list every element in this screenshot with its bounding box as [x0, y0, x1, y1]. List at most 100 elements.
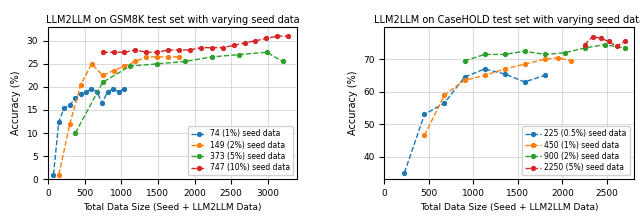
450 (1%) seed data	[500, 68, 508, 70]
2250 (5%) seed data	[581, 43, 589, 46]
747 (10%) seed data	[284, 35, 292, 37]
74 (1%) seed data	[88, 88, 95, 90]
149 (2%) seed data	[55, 173, 63, 176]
450 (1%) seed data	[568, 60, 575, 62]
74 (1%) seed data	[49, 173, 57, 176]
74 (1%) seed data	[55, 120, 63, 123]
747 (10%) seed data	[241, 42, 248, 44]
225 (0.5%) seed data	[420, 113, 428, 116]
149 (2%) seed data	[77, 83, 84, 86]
747 (10%) seed data	[230, 44, 237, 47]
74 (1%) seed data	[109, 88, 117, 90]
450 (1%) seed data	[554, 56, 562, 59]
225 (0.5%) seed data	[481, 68, 488, 70]
74 (1%) seed data	[82, 90, 90, 93]
747 (10%) seed data	[273, 35, 281, 37]
Line: 747 (10%) seed data: 747 (10%) seed data	[101, 34, 290, 54]
225 (0.5%) seed data	[541, 74, 548, 77]
149 (2%) seed data	[120, 65, 128, 67]
900 (2%) seed data	[601, 43, 609, 46]
747 (10%) seed data	[143, 51, 150, 54]
450 (1%) seed data	[461, 79, 468, 82]
747 (10%) seed data	[186, 49, 194, 51]
Legend: 74 (1%) seed data, 149 (2%) seed data, 373 (5%) seed data, 747 (10%) seed data: 74 (1%) seed data, 149 (2%) seed data, 3…	[188, 126, 293, 175]
2250 (5%) seed data	[613, 45, 621, 48]
747 (10%) seed data	[197, 46, 205, 49]
149 (2%) seed data	[143, 56, 150, 58]
900 (2%) seed data	[541, 53, 548, 56]
Y-axis label: Accuracy (%): Accuracy (%)	[348, 71, 358, 135]
747 (10%) seed data	[154, 51, 161, 54]
Legend: 225 (0.5%) seed data, 450 (1%) seed data, 900 (2%) seed data, 2250 (5%) seed dat: 225 (0.5%) seed data, 450 (1%) seed data…	[522, 126, 630, 175]
149 (2%) seed data	[88, 62, 95, 65]
2250 (5%) seed data	[621, 40, 628, 43]
Y-axis label: Accuracy (%): Accuracy (%)	[12, 71, 21, 135]
747 (10%) seed data	[132, 49, 140, 51]
2250 (5%) seed data	[589, 35, 596, 38]
747 (10%) seed data	[252, 39, 259, 42]
900 (2%) seed data	[521, 50, 529, 53]
900 (2%) seed data	[481, 53, 488, 56]
74 (1%) seed data	[104, 90, 111, 93]
Line: 149 (2%) seed data: 149 (2%) seed data	[57, 55, 181, 177]
225 (0.5%) seed data	[521, 81, 529, 83]
74 (1%) seed data	[93, 90, 100, 93]
225 (0.5%) seed data	[500, 73, 508, 75]
450 (1%) seed data	[521, 63, 529, 65]
149 (2%) seed data	[109, 69, 117, 72]
225 (0.5%) seed data	[461, 76, 468, 78]
747 (10%) seed data	[164, 49, 172, 51]
2250 (5%) seed data	[597, 37, 605, 40]
747 (10%) seed data	[175, 49, 183, 51]
74 (1%) seed data	[66, 104, 74, 107]
149 (2%) seed data	[132, 60, 140, 63]
Line: 225 (0.5%) seed data: 225 (0.5%) seed data	[403, 67, 547, 175]
373 (5%) seed data	[278, 60, 286, 63]
373 (5%) seed data	[208, 56, 216, 58]
74 (1%) seed data	[77, 93, 84, 95]
Line: 2250 (5%) seed data: 2250 (5%) seed data	[582, 35, 627, 48]
74 (1%) seed data	[71, 97, 79, 100]
2250 (5%) seed data	[605, 40, 612, 43]
747 (10%) seed data	[99, 51, 107, 54]
450 (1%) seed data	[541, 58, 548, 61]
Title: LLM2LLM on CaseHOLD test set with varying seed data: LLM2LLM on CaseHOLD test set with varyin…	[374, 15, 640, 25]
747 (10%) seed data	[109, 51, 117, 54]
900 (2%) seed data	[461, 60, 468, 62]
149 (2%) seed data	[66, 123, 74, 125]
149 (2%) seed data	[99, 74, 106, 77]
74 (1%) seed data	[120, 88, 128, 90]
225 (0.5%) seed data	[441, 102, 449, 104]
900 (2%) seed data	[621, 47, 628, 49]
450 (1%) seed data	[481, 74, 488, 77]
373 (5%) seed data	[236, 53, 243, 56]
X-axis label: Total Data Size (Seed + LLM2LLM Data): Total Data Size (Seed + LLM2LLM Data)	[83, 203, 262, 213]
747 (10%) seed data	[208, 46, 216, 49]
747 (10%) seed data	[120, 51, 128, 54]
747 (10%) seed data	[219, 46, 227, 49]
149 (2%) seed data	[164, 56, 172, 58]
373 (5%) seed data	[263, 51, 271, 54]
Title: LLM2LLM on GSM8K test set with varying seed data: LLM2LLM on GSM8K test set with varying s…	[46, 15, 300, 25]
450 (1%) seed data	[420, 134, 428, 137]
747 (10%) seed data	[262, 37, 270, 40]
Line: 900 (2%) seed data: 900 (2%) seed data	[463, 43, 627, 63]
74 (1%) seed data	[115, 90, 122, 93]
Line: 373 (5%) seed data: 373 (5%) seed data	[74, 50, 284, 135]
Line: 450 (1%) seed data: 450 (1%) seed data	[422, 56, 573, 137]
74 (1%) seed data	[60, 106, 68, 109]
450 (1%) seed data	[441, 94, 449, 96]
Line: 74 (1%) seed data: 74 (1%) seed data	[51, 87, 126, 177]
373 (5%) seed data	[99, 81, 106, 84]
900 (2%) seed data	[581, 47, 589, 49]
149 (2%) seed data	[175, 56, 183, 58]
373 (5%) seed data	[126, 65, 134, 67]
900 (2%) seed data	[500, 53, 508, 56]
373 (5%) seed data	[154, 62, 161, 65]
149 (2%) seed data	[154, 56, 161, 58]
225 (0.5%) seed data	[401, 171, 408, 174]
X-axis label: Total Data Size (Seed + LLM2LLM Data): Total Data Size (Seed + LLM2LLM Data)	[420, 203, 598, 213]
74 (1%) seed data	[99, 102, 106, 104]
373 (5%) seed data	[181, 60, 189, 63]
900 (2%) seed data	[561, 52, 568, 54]
